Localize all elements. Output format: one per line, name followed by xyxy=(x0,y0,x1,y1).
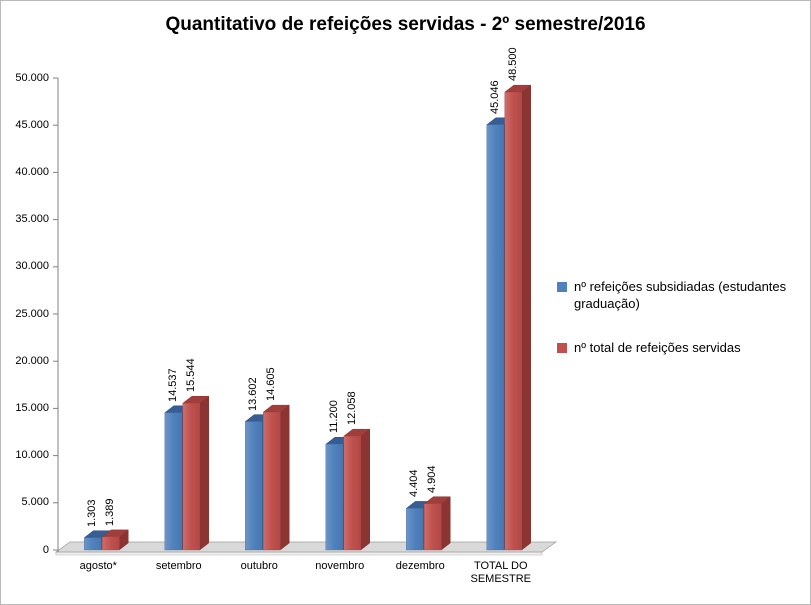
data-label-series2: 1.389 xyxy=(104,498,117,526)
x-category-label: TOTAL DO SEMESTRE xyxy=(470,560,531,585)
data-label-series2: 48.500 xyxy=(506,47,519,82)
bar-series2-3 xyxy=(343,428,371,551)
legend-label-series1: nº refeições subsidiadas (estudantes gra… xyxy=(574,279,787,311)
y-tick-label: 0 xyxy=(42,543,49,556)
data-label-series1: 14.537 xyxy=(166,368,179,402)
y-tick-label: 10.000 xyxy=(15,449,49,462)
data-label-series1: 4.404 xyxy=(408,469,421,498)
data-label-series2: 4.904 xyxy=(426,465,439,493)
bar-series1-0 xyxy=(83,530,111,551)
bar-series2-1 xyxy=(182,395,210,551)
data-label-series1: 1.303 xyxy=(86,499,99,527)
x-category-label: agosto* xyxy=(79,560,117,572)
y-tick-label: 20.000 xyxy=(15,354,49,367)
y-tick-label: 5.000 xyxy=(21,496,49,509)
legend-swatch-blue xyxy=(557,282,567,292)
chart-floor xyxy=(54,541,558,556)
y-tick-label: 15.000 xyxy=(15,401,49,414)
y-tick-label: 35.000 xyxy=(15,213,49,226)
legend-item-series2: nº total de refeições servidas xyxy=(557,339,807,356)
x-category-label: dezembro xyxy=(395,560,445,572)
data-label-series2: 12.058 xyxy=(345,391,358,426)
y-tick-label: 40.000 xyxy=(15,165,49,178)
x-category-label: novembro xyxy=(315,560,365,572)
y-tick-label: 25.000 xyxy=(15,307,49,320)
x-category-label: setembro xyxy=(155,560,202,572)
y-tick-label: 50.000 xyxy=(15,71,49,84)
y-axis xyxy=(53,77,59,552)
data-label-series1: 45.046 xyxy=(488,80,501,114)
y-tick-label: 30.000 xyxy=(15,260,49,273)
bar-series2-5 xyxy=(504,84,532,551)
y-tick-label: 45.000 xyxy=(15,118,49,131)
data-label-series2: 14.605 xyxy=(265,367,278,402)
legend-swatch-red xyxy=(557,343,567,353)
legend-item-series1: nº refeições subsidiadas (estudantes gra… xyxy=(557,278,807,312)
data-label-series2: 15.544 xyxy=(184,358,197,393)
chart-title: Quantitativo de refeições servidas - 2º … xyxy=(165,14,646,35)
bar-series2-2 xyxy=(262,404,290,551)
data-label-series1: 13.602 xyxy=(247,376,260,411)
data-label-series1: 11.200 xyxy=(327,400,340,434)
bar-series2-0 xyxy=(101,529,129,551)
x-category-label: outubro xyxy=(240,560,278,572)
bar-series2-4 xyxy=(423,496,451,551)
legend: nº refeições subsidiadas (estudantes gra… xyxy=(557,278,807,383)
legend-label-series2: nº total de refeições servidas xyxy=(574,340,741,355)
